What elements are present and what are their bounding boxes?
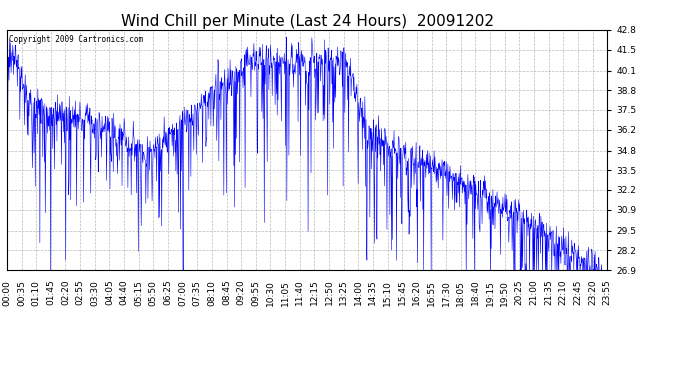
Text: Copyright 2009 Cartronics.com: Copyright 2009 Cartronics.com xyxy=(9,35,143,44)
Title: Wind Chill per Minute (Last 24 Hours)  20091202: Wind Chill per Minute (Last 24 Hours) 20… xyxy=(121,14,493,29)
